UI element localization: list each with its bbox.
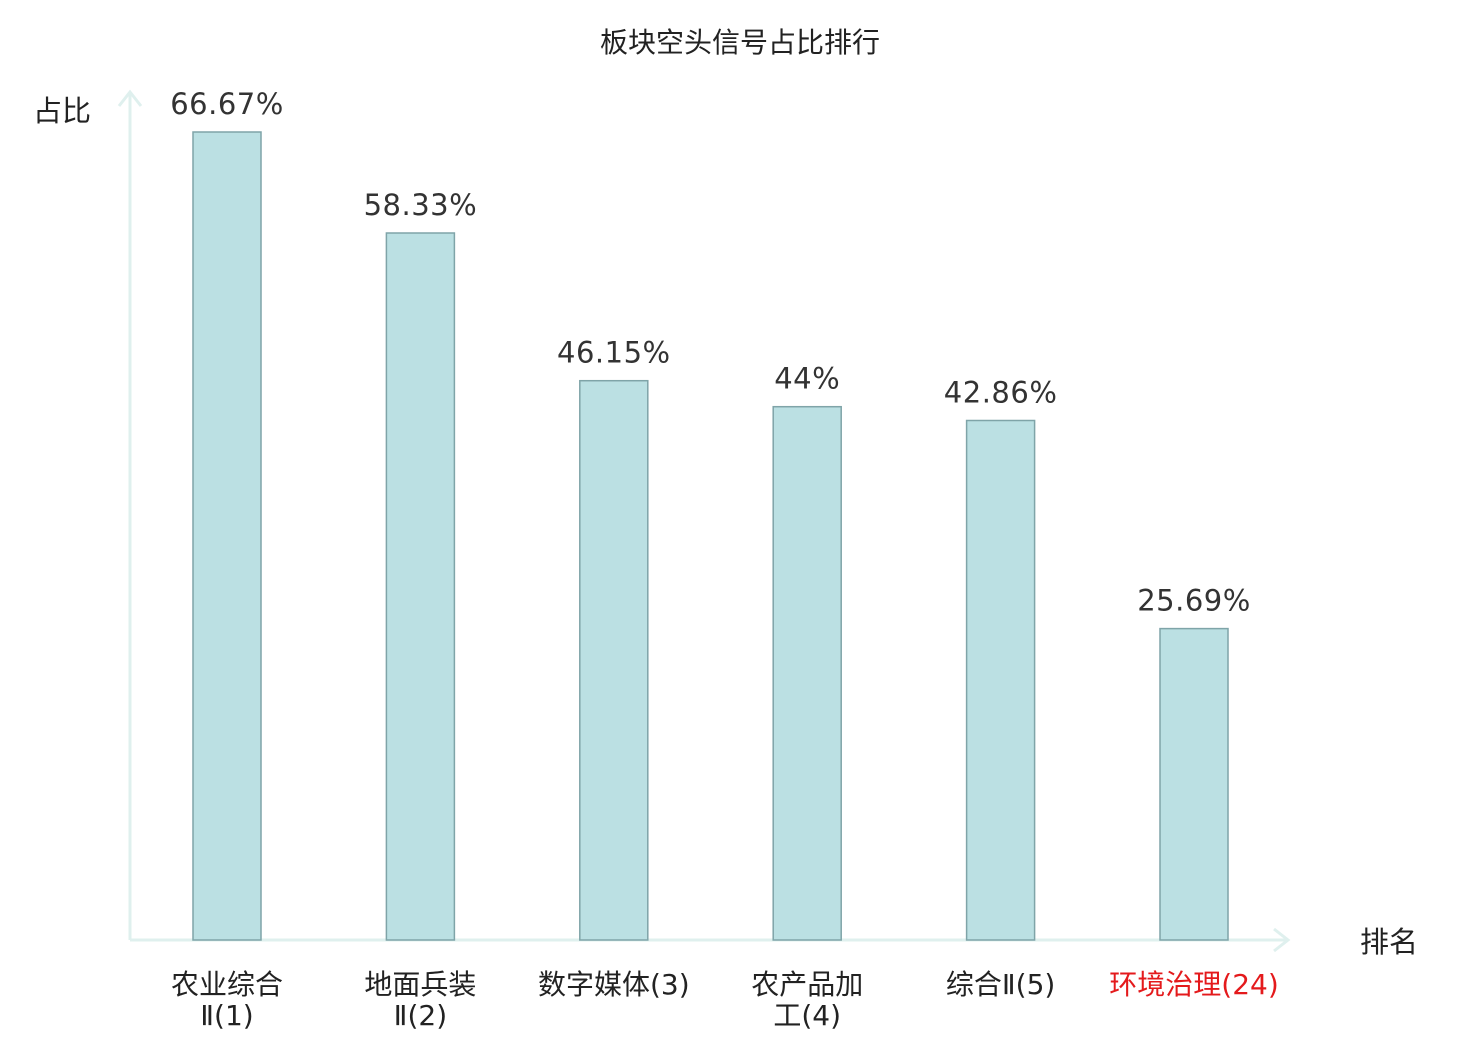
x-axis-arrow-icon	[1273, 927, 1291, 953]
category-name-4: 农产品加	[751, 968, 863, 1001]
category-label-5: 综合Ⅱ(5)	[946, 968, 1055, 1001]
category-name-6: 环境治理	[1109, 968, 1221, 1001]
category-rank-5: Ⅱ(5)	[1002, 968, 1055, 1001]
category-label-2: 地面兵装 Ⅱ(2)	[364, 968, 476, 1032]
bar-3	[579, 379, 649, 941]
x-axis-title: 排名	[1360, 925, 1418, 959]
bar-1	[192, 131, 262, 941]
value-label-4: 44%	[774, 362, 840, 396]
category-name-1: 农业综合	[171, 968, 283, 1001]
category-name-2: 地面兵装	[364, 968, 476, 1001]
category-rank-1: Ⅱ(1)	[200, 999, 253, 1032]
category-rank-4: 工(4)	[773, 999, 841, 1032]
y-axis-arrow-icon	[117, 89, 143, 107]
bar-5	[965, 419, 1036, 941]
value-label-1: 66.67%	[170, 87, 284, 121]
category-label-6: 环境治理(24)	[1109, 968, 1279, 1001]
bar-6	[1159, 627, 1229, 941]
category-name-5: 综合	[946, 968, 1002, 1001]
chart-title: 板块空头信号占比排行	[600, 26, 880, 59]
bar-4	[772, 405, 842, 941]
value-label-6: 25.69%	[1137, 584, 1251, 618]
category-label-4: 农产品加工(4)	[751, 968, 863, 1032]
category-name-3: 数字媒体	[538, 968, 650, 1001]
y-axis-title: 占比	[33, 94, 91, 128]
bar-2	[385, 232, 456, 941]
category-rank-6: (24)	[1221, 968, 1278, 1001]
value-labels-group: 66.67% 58.33% 46.15% 44% 42.86% 25.69%	[170, 87, 1251, 618]
category-labels-group: 农业综合 Ⅱ(1) 地面兵装 Ⅱ(2) 数字媒体(3) 农产品加工(4) 综合Ⅱ(5) 环境治…	[171, 968, 1279, 1032]
category-rank-2: Ⅱ(2)	[394, 999, 447, 1032]
value-label-3: 46.15%	[557, 336, 671, 370]
category-label-1: 农业综合 Ⅱ(1)	[171, 968, 283, 1032]
category-rank-3: (3)	[650, 968, 690, 1001]
value-label-2: 58.33%	[364, 188, 478, 222]
value-label-5: 42.86%	[944, 376, 1058, 410]
bars-group	[192, 131, 1229, 941]
category-label-3: 数字媒体(3)	[538, 968, 690, 1001]
